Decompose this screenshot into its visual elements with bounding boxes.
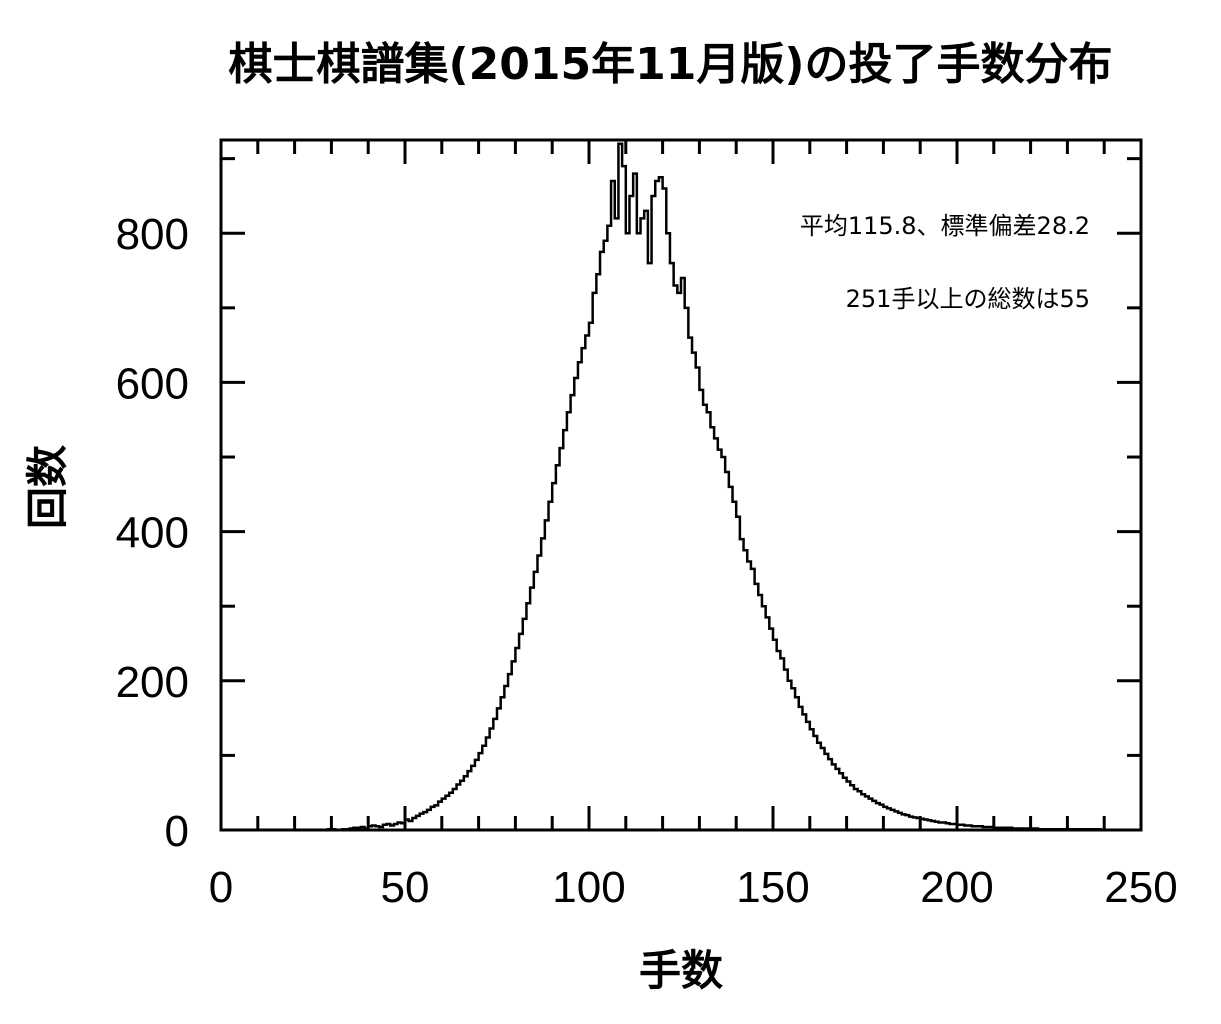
x-axis-title: 手数 [639, 946, 723, 995]
y-tick-label: 600 [116, 359, 189, 408]
axis-ticks [219, 140, 1143, 832]
y-axis-title: 回数 [23, 445, 72, 529]
annotation-mean-sd: 平均115.8、標準偏差28.2 [800, 212, 1090, 240]
x-tick-label: 0 [209, 863, 233, 912]
tick-labels: 0 50 100 150 200 250 0 200 400 600 800 [116, 210, 1178, 912]
x-tick-label: 200 [920, 863, 993, 912]
plot-frame [219, 138, 1143, 832]
x-tick-label: 50 [381, 863, 430, 912]
y-tick-label: 200 [116, 658, 189, 707]
y-tick-label: 400 [116, 509, 189, 558]
x-tick-label: 100 [552, 863, 625, 912]
annotation-over-251: 251手以上の総数は55 [846, 285, 1090, 313]
x-tick-label: 250 [1104, 863, 1177, 912]
y-tick-label: 0 [165, 807, 189, 856]
y-tick-label: 800 [116, 210, 189, 259]
chart-title: 棋士棋譜集(2015年11月版)の投了手数分布 [228, 39, 1113, 90]
x-tick-label: 150 [736, 863, 809, 912]
histogram-series [221, 142, 1105, 832]
